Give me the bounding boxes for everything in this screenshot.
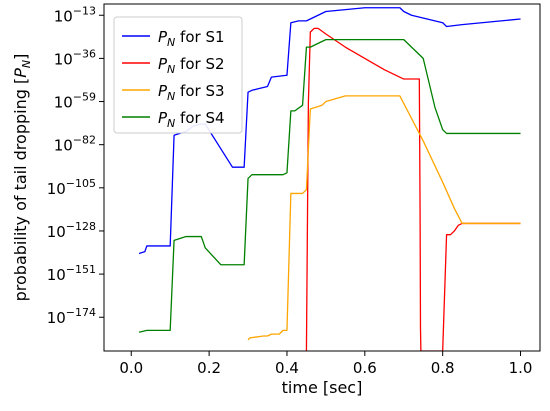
y-tick-label: 10−36 [54,47,96,68]
y-tick-label: 10−151 [47,263,96,284]
y-tick-label: 10−174 [47,306,96,327]
x-axis: 0.0 0.2 0.4 0.6 0.8 1.0 [119,351,532,377]
legend-entry-label: PN for S3 [158,82,225,103]
series-line-s2 [305,27,521,351]
x-tick-label: 0.6 [353,359,377,377]
legend-entry-label: PN for S4 [158,109,225,130]
legend-entry-label: PN for S2 [158,55,225,76]
x-tick-label: 1.0 [509,359,533,377]
x-tick-label: 0.4 [275,359,299,377]
y-axis-label: probability of tail dropping [PN] [11,54,33,302]
x-tick-label: 0.8 [431,359,455,377]
y-tick-label: 10−105 [47,177,96,198]
plot-area-frame [103,3,541,352]
y-axis: 10−13 10−36 10−59 10−82 10−105 10−128 10−151 10… [47,4,104,327]
series-line-s4 [138,38,521,333]
x-tick-label: 0.0 [119,359,143,377]
legend-entry-label: PN for S1 [158,28,225,49]
y-tick-label: 10−59 [54,91,96,112]
y-tick-label: 10−128 [47,220,96,241]
series-line-s3 [247,95,521,341]
y-tick-label: 10−82 [54,134,96,155]
y-tick-label: 10−13 [54,4,96,25]
legend: PN for S1 PN for S2 PN for S3 PN for S4 [113,16,243,134]
legend-box [113,16,243,134]
x-tick-label: 0.2 [197,359,221,377]
x-axis-label: time [sec] [282,378,363,397]
